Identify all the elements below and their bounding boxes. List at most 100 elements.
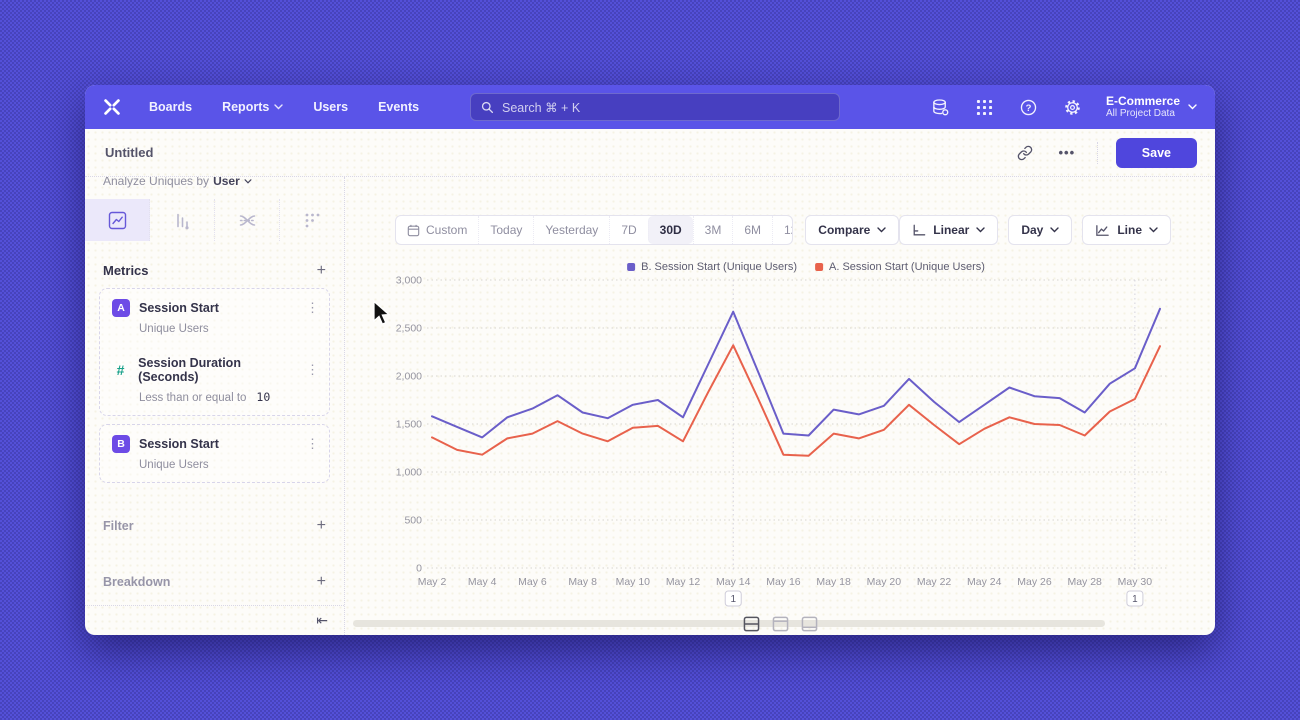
x-tick-label: May 12	[666, 576, 701, 588]
legend-item[interactable]: A. Session Start (Unique Users)	[815, 261, 985, 273]
compare-button[interactable]: Compare	[805, 215, 900, 245]
legend-item[interactable]: B. Session Start (Unique Users)	[627, 261, 797, 273]
nav-item-users[interactable]: Users	[313, 100, 348, 114]
x-tick-label: May 14	[716, 576, 751, 588]
share-link-icon[interactable]	[1013, 141, 1037, 165]
annotation-badge-label: 1	[1132, 594, 1138, 605]
legend-swatch	[627, 263, 636, 271]
view-chart-only-icon[interactable]	[770, 615, 790, 633]
query-builder-sidebar: Analyze Uniques by User	[85, 177, 345, 635]
chevron-down-icon	[1149, 227, 1158, 233]
chart-area[interactable]: 0 500 1,000 1,500 2,000 2,500 3,000 May 2 May 4 M…	[375, 272, 1185, 612]
x-tick-label: May 22	[917, 576, 952, 588]
help-icon[interactable]: ?	[1018, 96, 1040, 118]
metric-value[interactable]: 10	[256, 390, 271, 404]
sidebar-section-filter: Filter +	[85, 505, 344, 547]
search-input[interactable]: Search ⌘ + K	[470, 93, 840, 121]
range-yesterday[interactable]: Yesterday	[533, 216, 609, 244]
metric-options-icon[interactable]: ⋮	[306, 362, 319, 377]
tab-bar-chart[interactable]	[150, 199, 215, 241]
metric-title: Session Duration (Seconds)	[138, 356, 241, 384]
metric-subtitle: Less than or equal to	[139, 392, 247, 404]
line-chart[interactable]: 0 500 1,000 1,500 2,000 2,500 3,000 May 2 May 4 M…	[375, 272, 1185, 612]
tab-insights-line[interactable]	[85, 199, 150, 241]
data-management-icon[interactable]	[930, 96, 952, 118]
apps-grid-icon[interactable]	[974, 96, 996, 118]
range-label: Today	[490, 223, 523, 237]
view-layout-toggles	[741, 615, 819, 633]
calendar-icon	[407, 224, 420, 236]
view-split-icon[interactable]	[741, 615, 761, 633]
series-line-b[interactable]	[431, 307, 1161, 439]
add-breakdown-button[interactable]: +	[316, 573, 326, 590]
metric-badge: B	[112, 435, 130, 453]
metric-badge: A	[112, 299, 130, 317]
scale-dropdown[interactable]: Linear	[899, 215, 999, 245]
metric-row[interactable]: A Session Start ⋮ Unique Users	[100, 289, 329, 346]
range-3m[interactable]: 3M	[692, 216, 733, 244]
primary-nav: Boards Reports Users Events	[149, 100, 419, 114]
analyze-row: Analyze Uniques by User	[85, 177, 344, 195]
range-7d[interactable]: 7D	[609, 216, 647, 244]
metric-options-icon[interactable]: ⋮	[306, 300, 319, 315]
more-options-icon[interactable]: •••	[1058, 145, 1076, 160]
settings-gear-icon[interactable]	[1062, 96, 1084, 118]
sidebar-footer: ⇤	[85, 605, 344, 635]
chart-type-tabs	[85, 199, 344, 241]
nav-item-events[interactable]: Events	[378, 100, 419, 114]
x-tick-label: May 16	[766, 576, 801, 588]
legend-label: B. Session Start (Unique Users)	[641, 261, 797, 273]
metric-subtitle: Unique Users	[139, 323, 209, 335]
chevron-down-icon	[1050, 227, 1060, 233]
chart-type-dropdown[interactable]: Line	[1082, 215, 1171, 245]
metric-subtitle: Unique Users	[139, 459, 209, 471]
horizontal-scrollbar[interactable]	[353, 620, 1105, 627]
annotation-badge[interactable]	[1126, 590, 1144, 607]
nav-item-label: Boards	[149, 100, 193, 114]
range-label: Custom	[426, 223, 468, 237]
analyze-label: Analyze Uniques by	[103, 177, 210, 188]
range-6m[interactable]: 6M	[732, 216, 772, 244]
add-metric-button[interactable]: +	[316, 261, 326, 279]
chevron-down-icon	[877, 227, 886, 233]
date-range-segmented-control: Custom Today Yesterday 7D 30D 3M 6M 12M	[395, 215, 794, 245]
mixpanel-logo[interactable]	[99, 94, 125, 120]
series-line-a[interactable]	[431, 344, 1161, 457]
view-table-only-icon[interactable]	[799, 615, 819, 633]
range-30d[interactable]: 30D	[647, 216, 693, 244]
interval-dropdown[interactable]: Day	[1008, 215, 1073, 245]
y-tick-label: 1,500	[396, 419, 422, 431]
range-12m[interactable]: 12M	[772, 216, 792, 244]
linear-axis-icon	[913, 224, 926, 235]
nav-item-boards[interactable]: Boards	[149, 100, 192, 114]
chevron-down-icon	[244, 178, 252, 184]
x-tick-label: May 28	[1067, 576, 1102, 588]
y-tick-label: 2,500	[396, 323, 422, 335]
y-tick-label: 1,000	[396, 467, 422, 479]
nav-item-label: Events	[378, 100, 420, 114]
x-tick-label: May 4	[468, 576, 497, 588]
annotation-badge[interactable]	[724, 590, 742, 607]
range-custom[interactable]: Custom	[396, 216, 478, 244]
nav-item-reports[interactable]: Reports	[222, 100, 284, 114]
save-button[interactable]: Save	[1115, 137, 1197, 168]
project-scope: All Project Data	[1105, 108, 1175, 119]
interval-label: Day	[1021, 223, 1044, 237]
metric-options-icon[interactable]: ⋮	[306, 436, 319, 451]
range-label: 7D	[621, 223, 637, 237]
metrics-header: Metrics +	[85, 241, 344, 288]
range-label: 3M	[704, 223, 722, 237]
x-tick-label: May 18	[816, 576, 851, 588]
collapse-sidebar-icon[interactable]: ⇤	[316, 612, 328, 628]
tab-retention[interactable]	[280, 199, 344, 241]
range-today[interactable]: Today	[478, 216, 533, 244]
analyze-value-dropdown[interactable]: User	[213, 177, 240, 188]
divider	[1096, 141, 1098, 164]
metric-row[interactable]: B Session Start ⋮ Unique Users	[100, 425, 329, 482]
add-filter-button[interactable]: +	[316, 517, 326, 534]
report-title[interactable]: Untitled	[105, 145, 154, 160]
tab-flows[interactable]	[215, 199, 280, 241]
project-switcher[interactable]: E-Commerce All Project Data	[1106, 94, 1197, 120]
metric-row[interactable]: # Session Duration (Seconds) ⋮ Less than or…	[100, 346, 329, 415]
